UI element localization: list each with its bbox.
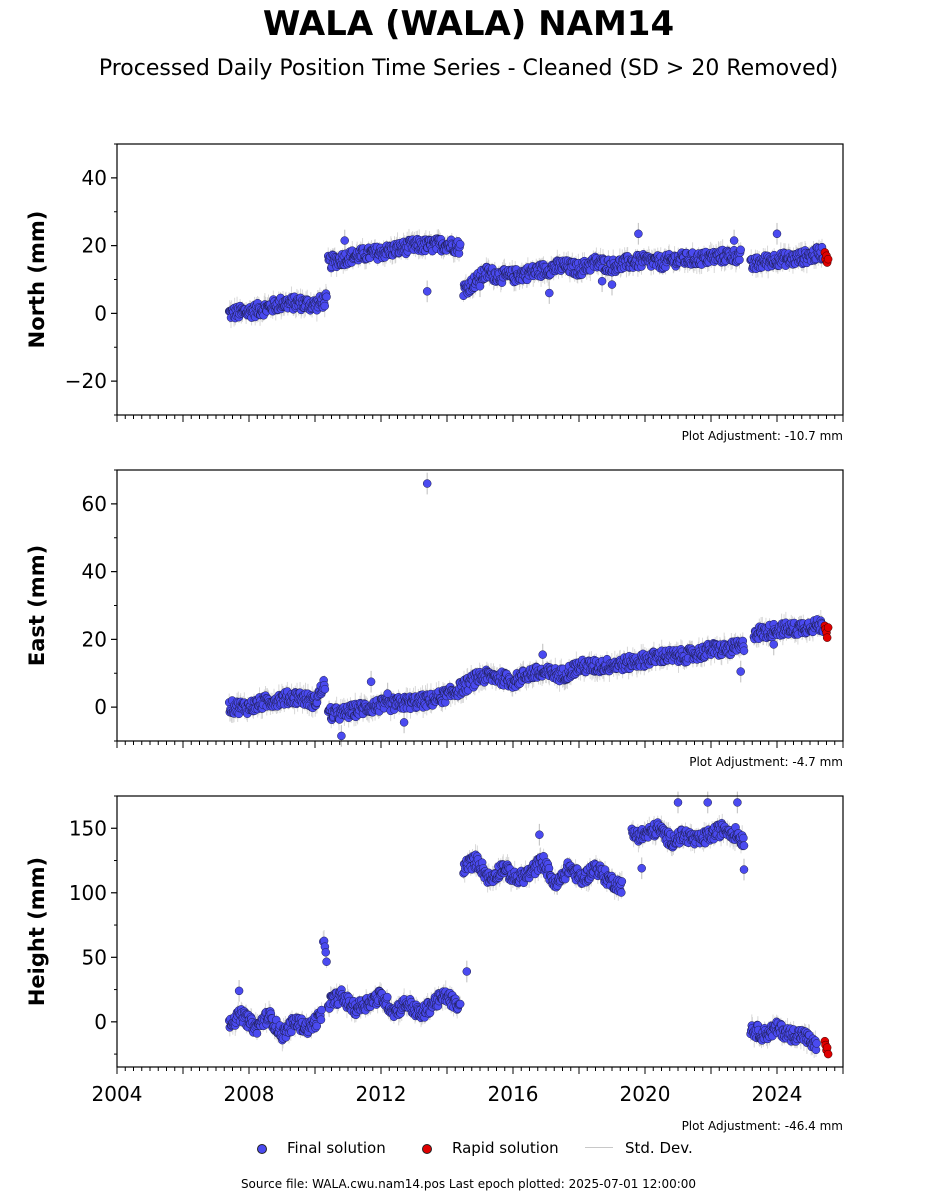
chart-subtitle: Processed Daily Position Time Series - C…: [98, 56, 839, 81]
final-solution-point: [769, 640, 778, 649]
final-solution-point: [455, 239, 465, 249]
final-solution-point: [736, 667, 745, 676]
final-solution-point: [337, 731, 346, 741]
plot-adjustment-label: Plot Adjustment: -4.7 mm: [689, 755, 843, 769]
y-tick-label: 40: [82, 166, 107, 190]
final-solution-point: [545, 288, 554, 298]
rapid-solution-point: [823, 623, 833, 632]
y-tick-label: 40: [82, 560, 107, 584]
y-tick-label: 0: [94, 301, 107, 325]
y-axis-label: East (mm): [25, 545, 49, 666]
panel-north: −20 0 20 40 North (mm) Plot Adjustment: -10.7…: [25, 143, 844, 443]
final-solution-point: [729, 236, 739, 245]
final-solution-point: [475, 282, 485, 291]
rapid-solution-point: [822, 633, 832, 642]
points-north: [224, 229, 833, 323]
y-tick-label: 0: [94, 695, 107, 719]
panel-east: 0 20 40 60 East (mm) Plot Adjustment: -4.7 mm: [25, 469, 844, 769]
final-solution-point: [320, 301, 329, 311]
final-solution-point: [366, 677, 376, 686]
final-solution-point: [399, 718, 409, 727]
y-axis-label: North (mm): [25, 211, 49, 349]
final-solution-point: [320, 684, 330, 694]
final-solution-point: [538, 650, 547, 659]
plot-adjustment-label: Plot Adjustment: -10.7 mm: [682, 429, 843, 443]
rapid-solution-point: [823, 254, 833, 264]
final-solution-point: [422, 287, 432, 296]
final-solution-point: [739, 646, 749, 655]
final-solution-point: [736, 245, 745, 255]
final-solution-point: [383, 689, 392, 698]
y-tick-label: −20: [65, 369, 107, 393]
final-solution-point: [597, 276, 607, 286]
final-solution-point: [422, 479, 432, 488]
final-solution-point: [735, 255, 744, 265]
y-tick-label: 20: [82, 234, 107, 258]
y-tick-label: 60: [82, 492, 107, 516]
y-tick-label: 20: [82, 627, 107, 651]
final-solution-point: [322, 292, 331, 302]
chart-title: WALA (WALA) NAM14: [262, 4, 675, 44]
final-solution-point: [340, 236, 349, 245]
points-east: [224, 479, 833, 741]
final-solution-point: [772, 229, 782, 239]
final-solution-point: [634, 229, 643, 239]
final-solution-point: [607, 280, 617, 289]
